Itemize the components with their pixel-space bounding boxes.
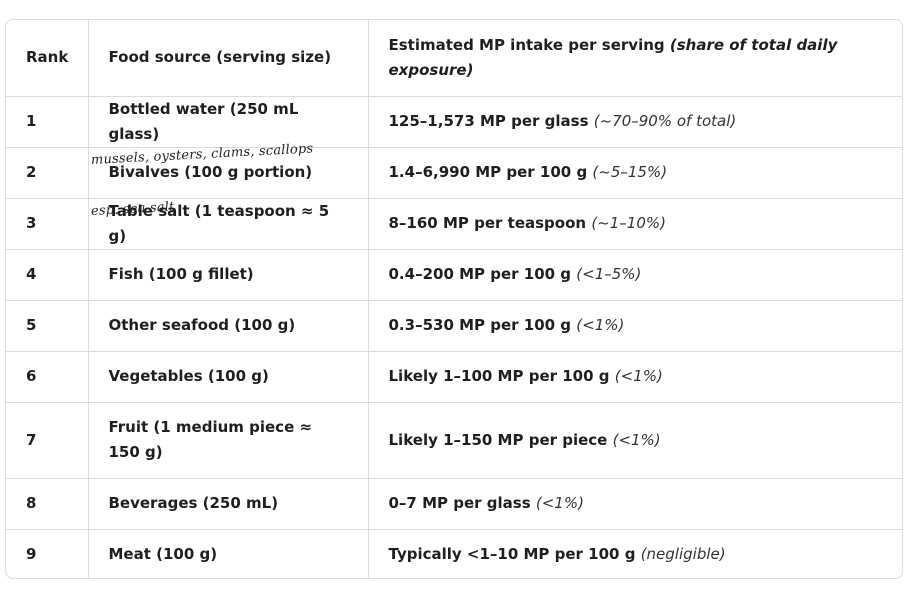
rank-cell: 3 — [6, 198, 89, 250]
intake-value: 0.4–200 MP per 100 g — [388, 265, 572, 283]
table-row: 9 Meat (100 g) Typically <1–10 MP per 10… — [6, 529, 902, 578]
food-cell: Vegetables (100 g) — [88, 351, 369, 403]
rank-cell: 8 — [6, 478, 89, 530]
intake-cell: 0–7 MP per glass (<1%) — [368, 478, 902, 530]
header-intake: Estimated MP intake per serving (share o… — [368, 20, 902, 97]
food-cell: Other seafood (100 g) — [88, 300, 369, 352]
table-row: 8 Beverages (250 mL) 0–7 MP per glass (<… — [6, 478, 902, 530]
rank-cell: 6 — [6, 351, 89, 403]
intake-cell: Likely 1–150 MP per piece (<1%) — [368, 402, 902, 479]
share-value: (<1%) — [612, 430, 661, 449]
rank-cell: 5 — [6, 300, 89, 352]
intake-cell: 0.4–200 MP per 100 g (<1–5%) — [368, 249, 902, 301]
table-row: 2 mussels, oysters, clams, scallops Bival… — [6, 141, 902, 199]
food-cell: mussels, oysters, clams, scallops Bivalve… — [88, 141, 369, 199]
intake-value: 8–160 MP per teaspoon — [388, 214, 587, 232]
header-rank: Rank — [6, 20, 89, 97]
table-row: 5 Other seafood (100 g) 0.3–530 MP per 1… — [6, 300, 902, 352]
header-intake-label: Estimated MP intake per serving — [388, 35, 665, 54]
food-label: Table salt (1 teaspoon ≈ 5 g) — [108, 201, 330, 245]
microplastics-table-container: Rank Food source (serving size) Estimate… — [5, 19, 903, 579]
food-label: Bivalves (100 g portion) — [108, 163, 313, 181]
share-value: (negligible) — [640, 545, 726, 564]
share-value: (<1%) — [576, 316, 625, 334]
food-cell: Fruit (1 medium piece ≈ 150 g) — [88, 402, 369, 479]
table-row: 6 Vegetables (100 g) Likely 1–100 MP per… — [6, 351, 902, 403]
intake-value: 125–1,573 MP per glass — [388, 112, 589, 130]
rank-cell: 1 — [6, 96, 89, 148]
rank-cell: 4 — [6, 249, 89, 301]
intake-value: Likely 1–150 MP per piece — [388, 430, 608, 449]
header-intake-share: (share of total daily exposure) — [388, 35, 838, 79]
rank-cell: 2 — [6, 147, 89, 199]
food-cell: Bottled water (250 mL glass) — [88, 96, 369, 148]
intake-cell: 0.3–530 MP per 100 g (<1%) — [368, 300, 902, 352]
table-row: 7 Fruit (1 medium piece ≈ 150 g) Likely … — [6, 402, 902, 479]
intake-value: Typically <1–10 MP per 100 g — [388, 545, 636, 564]
share-value: (<1–5%) — [576, 265, 642, 283]
share-value: (~70–90% of total) — [593, 112, 737, 130]
share-value: (<1%) — [614, 367, 663, 385]
share-value: (<1%) — [535, 494, 584, 512]
header-food: Food source (serving size) — [88, 20, 369, 97]
table-row: 3 esp. sea salt Table salt (1 teaspoon ≈ … — [6, 198, 902, 250]
table-row: 4 Fish (100 g fillet) 0.4–200 MP per 100… — [6, 249, 902, 301]
table-row: 1 Bottled water (250 mL glass) 125–1,573… — [6, 96, 902, 148]
intake-cell: Typically <1–10 MP per 100 g (negligible… — [368, 529, 902, 578]
intake-cell: 125–1,573 MP per glass (~70–90% of total… — [368, 96, 902, 148]
intake-cell: 8–160 MP per teaspoon (~1–10%) — [368, 198, 902, 250]
food-cell: Fish (100 g fillet) — [88, 249, 369, 301]
intake-value: 0.3–530 MP per 100 g — [388, 316, 572, 334]
rank-cell: 9 — [6, 529, 89, 578]
table-header-row: Rank Food source (serving size) Estimate… — [6, 20, 902, 97]
share-value: (~1–10%) — [591, 214, 666, 232]
handwritten-note: esp. sea salt — [90, 199, 175, 219]
share-value: (~5–15%) — [592, 163, 668, 181]
food-cell: Beverages (250 mL) — [88, 478, 369, 530]
food-cell: esp. sea salt Table salt (1 teaspoon ≈ 5 … — [88, 198, 369, 250]
intake-value: 1.4–6,990 MP per 100 g — [388, 163, 588, 181]
intake-cell: Likely 1–100 MP per 100 g (<1%) — [368, 351, 902, 403]
intake-value: 0–7 MP per glass — [388, 494, 531, 512]
rank-cell: 7 — [6, 402, 89, 479]
intake-value: Likely 1–100 MP per 100 g — [388, 367, 610, 385]
microplastics-table: Rank Food source (serving size) Estimate… — [6, 20, 902, 578]
intake-cell: 1.4–6,990 MP per 100 g (~5–15%) — [368, 147, 902, 199]
food-cell: Meat (100 g) — [88, 529, 369, 578]
